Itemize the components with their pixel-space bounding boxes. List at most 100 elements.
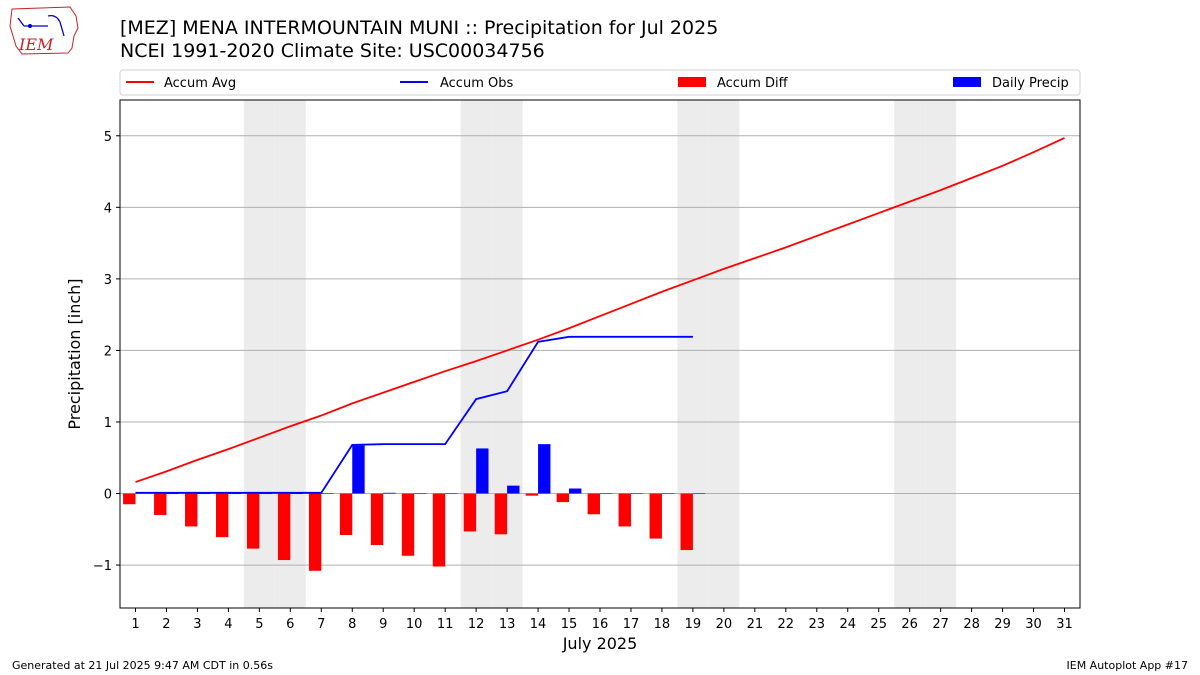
- x-tick-label-18: 18: [654, 617, 671, 632]
- accum-diff-bar-9: [370, 493, 384, 546]
- x-tick-label-27: 27: [932, 617, 949, 632]
- y-tick-label-5: 5: [104, 130, 112, 145]
- daily-precip-bar-17: [630, 493, 644, 495]
- accum-obs-line: [135, 335, 693, 494]
- y-axis-ticks: −1 0 1 2 3 4 5: [93, 130, 120, 574]
- generated-timestamp: Generated at 21 Jul 2025 9:47 AM CDT in …: [12, 659, 273, 672]
- x-tick-label-29: 29: [994, 617, 1011, 632]
- x-tick-label-23: 23: [809, 617, 826, 632]
- x-tick-label-31: 31: [1056, 617, 1073, 632]
- legend-swatch-daily-precip: [953, 77, 981, 87]
- accum-diff-bar-13: [494, 493, 508, 535]
- daily-precip-bar-8: [352, 445, 365, 494]
- weekend-band-27: [925, 100, 957, 608]
- x-tick-label-30: 30: [1025, 617, 1042, 632]
- accum-diff-bar-4: [216, 493, 229, 538]
- y-axis-label: Precipitation [inch]: [65, 278, 84, 429]
- daily-precip-bar-15: [569, 488, 582, 494]
- daily-precip-bar-7: [321, 493, 334, 495]
- x-axis-ticks: 1 2 3 4 5 6 7 8 9 10 11 12 13 14 15 16 17 18 19 20 21 22 23 24 2…: [131, 608, 1073, 632]
- x-tick-label-28: 28: [963, 617, 980, 632]
- weekend-band-12: [460, 100, 492, 608]
- daily-precip-bar-18: [661, 493, 675, 495]
- weekend-band-20: [708, 100, 740, 608]
- x-tick-label-24: 24: [839, 617, 856, 632]
- y-gridlines: [120, 135, 1080, 566]
- y-tick-label-4: 4: [104, 201, 112, 216]
- x-tick-label-12: 12: [468, 617, 485, 632]
- x-tick-label-3: 3: [193, 617, 201, 632]
- accum-diff-bar-15: [556, 493, 570, 503]
- accum-diff-bar-7: [308, 493, 322, 571]
- bar-series: [123, 444, 706, 571]
- x-axis-label: July 2025: [562, 634, 638, 653]
- daily-precip-bar-16: [600, 493, 613, 495]
- x-tick-label-9: 9: [379, 617, 387, 632]
- legend-swatch-accum-diff: [678, 77, 706, 87]
- daily-precip-bar-2: [166, 493, 179, 495]
- accum-diff-bar-19: [680, 493, 693, 551]
- x-tick-label-6: 6: [286, 617, 294, 632]
- x-tick-label-2: 2: [162, 617, 170, 632]
- x-tick-label-13: 13: [499, 617, 516, 632]
- daily-precip-bar-13: [507, 485, 520, 494]
- accum-diff-bar-1: [123, 493, 136, 505]
- accum-diff-bar-3: [185, 493, 198, 527]
- x-tick-label-4: 4: [224, 617, 232, 632]
- accum-diff-bar-10: [401, 493, 415, 556]
- accum-diff-bar-2: [154, 493, 167, 515]
- x-tick-label-25: 25: [870, 617, 887, 632]
- x-tick-label-17: 17: [623, 617, 640, 632]
- y-tick-label-3: 3: [104, 273, 112, 288]
- accum-diff-bar-11: [432, 493, 446, 567]
- y-tick-label--1: −1: [93, 559, 112, 574]
- x-tick-label-14: 14: [530, 617, 547, 632]
- weekend-band-26: [894, 100, 926, 608]
- x-tick-label-15: 15: [561, 617, 578, 632]
- daily-precip-bar-5: [259, 493, 272, 495]
- x-tick-label-19: 19: [685, 617, 702, 632]
- legend-label-daily-precip: Daily Precip: [992, 76, 1069, 91]
- iem-logo-text: IEM: [18, 35, 54, 54]
- daily-precip-bar-12: [476, 448, 489, 494]
- daily-precip-bar-4: [228, 493, 241, 495]
- accum-diff-bar-14: [525, 493, 539, 496]
- legend-label-accum-diff: Accum Diff: [717, 76, 789, 91]
- legend-box: [119, 69, 1081, 96]
- y-tick-label-1: 1: [104, 416, 112, 431]
- y-tick-label-0: 0: [104, 488, 112, 503]
- daily-precip-bar-9: [383, 492, 396, 494]
- daily-precip-bar-14: [538, 444, 551, 494]
- accum-diff-bar-16: [587, 493, 600, 515]
- accum-diff-bar-6: [277, 493, 291, 561]
- x-tick-label-21: 21: [747, 617, 764, 632]
- chart-subtitle: NCEI 1991-2020 Climate Site: USC00034756: [120, 40, 545, 62]
- chart-title: [MEZ] MENA INTERMOUNTAIN MUNI :: Precipi…: [120, 17, 719, 39]
- x-tick-label-8: 8: [348, 617, 356, 632]
- accum-diff-bar-12: [463, 493, 477, 532]
- x-tick-label-26: 26: [901, 617, 918, 632]
- x-tick-label-22: 22: [778, 617, 795, 632]
- line-series: [135, 137, 1065, 494]
- x-tick-label-7: 7: [317, 617, 325, 632]
- x-tick-label-16: 16: [592, 617, 609, 632]
- x-tick-label-10: 10: [406, 617, 423, 632]
- accum-diff-bar-8: [339, 493, 353, 536]
- accum-diff-bar-17: [618, 493, 631, 527]
- daily-precip-bar-6: [290, 493, 303, 495]
- accum-avg-line: [135, 137, 1065, 483]
- app-id-label: IEM Autoplot App #17: [1066, 659, 1189, 672]
- daily-precip-bar-11: [445, 493, 458, 495]
- x-tick-label-1: 1: [131, 617, 139, 632]
- daily-precip-bar-10: [414, 493, 427, 495]
- legend-label-accum-obs: Accum Obs: [440, 76, 513, 91]
- legend: Accum Avg Accum Obs Accum Diff Daily Precip: [119, 69, 1081, 96]
- x-tick-label-20: 20: [716, 617, 733, 632]
- accum-diff-bar-5: [246, 493, 260, 549]
- daily-precip-bar-19: [692, 493, 706, 495]
- x-tick-label-5: 5: [255, 617, 263, 632]
- y-tick-label-2: 2: [104, 344, 112, 359]
- legend-label-accum-avg: Accum Avg: [164, 76, 236, 91]
- iem-logo: IEM: [8, 6, 82, 62]
